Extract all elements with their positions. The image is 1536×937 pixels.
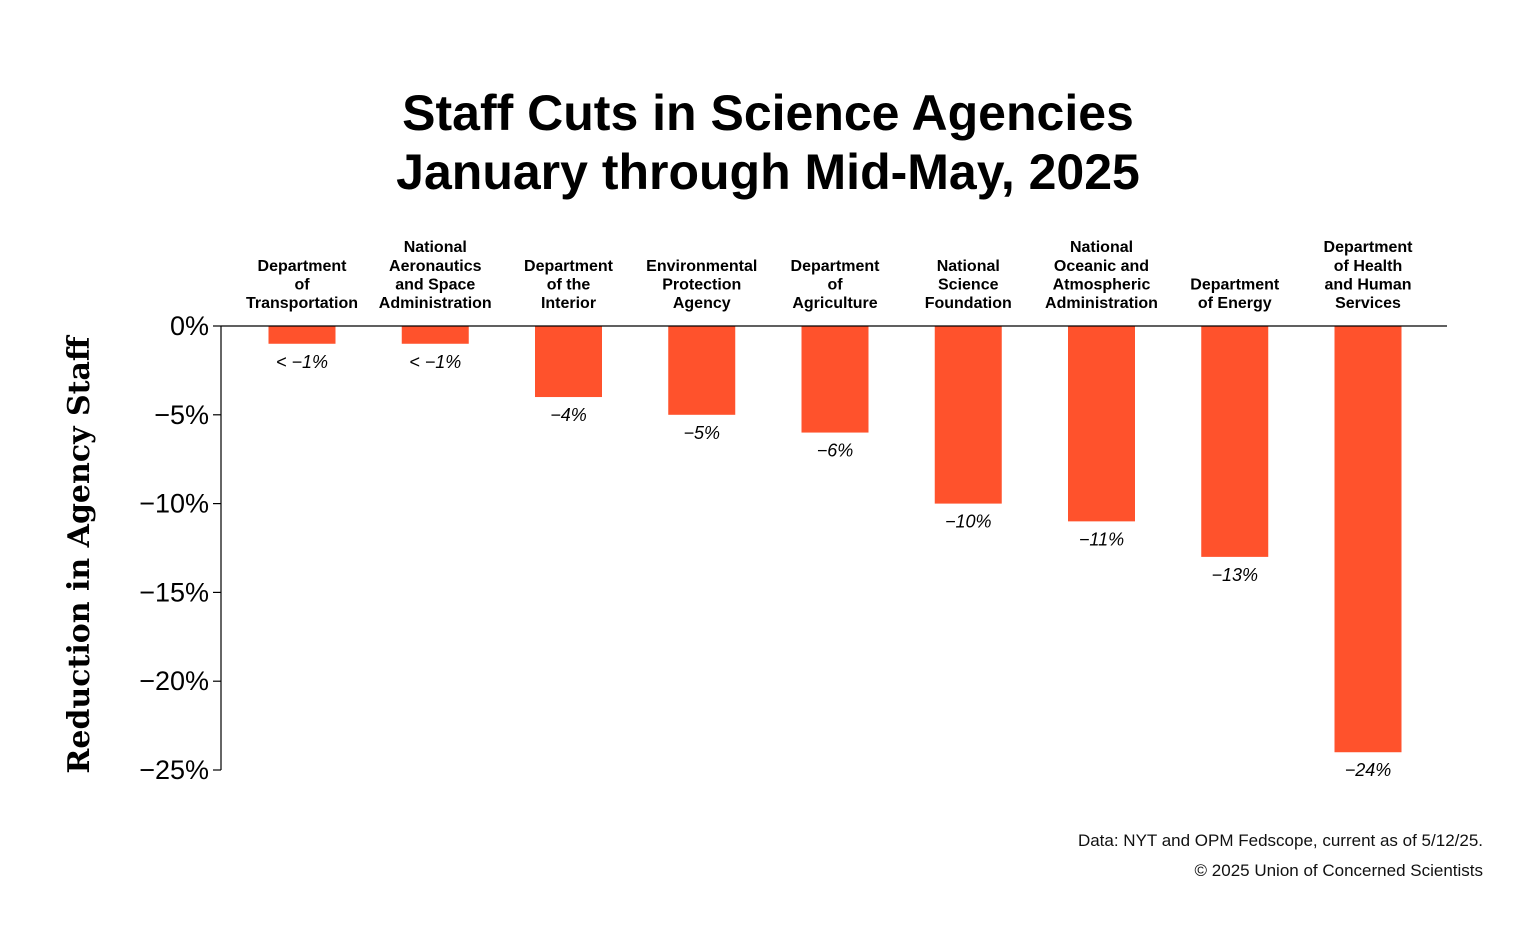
- category-label: Science: [938, 276, 999, 293]
- category-label: Interior: [541, 295, 596, 312]
- y-axis-title: Reduction in Agency Staff: [62, 334, 97, 774]
- category-label: Department: [1324, 239, 1414, 256]
- data-label: −13%: [1211, 565, 1258, 585]
- y-tick-label: −20%: [139, 666, 209, 696]
- data-label: −24%: [1345, 760, 1392, 780]
- category-label: Foundation: [925, 295, 1012, 312]
- category-label: and Human: [1324, 276, 1411, 293]
- category-label: of: [827, 276, 843, 293]
- category-label: of: [294, 276, 310, 293]
- data-label: < −1%: [409, 352, 461, 372]
- category-label: of the: [547, 276, 591, 293]
- category-label: Administration: [379, 295, 492, 312]
- data-label: −11%: [1079, 529, 1124, 549]
- category-label: National: [1070, 239, 1133, 256]
- category-label: and Space: [395, 276, 475, 293]
- bar: [934, 326, 1002, 504]
- bar: [535, 326, 602, 398]
- y-tick-label: −5%: [154, 400, 209, 430]
- y-tick-label: −25%: [139, 755, 209, 785]
- category-label: National: [937, 258, 1000, 275]
- category-label: Protection: [662, 276, 741, 293]
- category-label: Agriculture: [792, 295, 877, 312]
- chart-title-line-2: January through Mid-May, 2025: [396, 144, 1140, 200]
- data-source-note: Data: NYT and OPM Fedscope, current as o…: [1077, 831, 1483, 850]
- category-label: Department: [791, 258, 881, 275]
- category-label: of Energy: [1198, 295, 1272, 312]
- category-label: Department: [258, 258, 348, 275]
- data-label: −4%: [550, 405, 587, 425]
- bar: [1201, 326, 1269, 557]
- category-label: Oceanic and: [1054, 258, 1149, 275]
- category-label: Agency: [673, 295, 731, 312]
- y-tick-label: 0%: [170, 311, 209, 341]
- category-label: Environmental: [646, 258, 757, 275]
- copyright-note: © 2025 Union of Concerned Scientists: [1194, 861, 1483, 880]
- bar: [668, 326, 736, 415]
- bar: [1334, 326, 1402, 753]
- data-label: −6%: [817, 441, 854, 461]
- category-label: Aeronautics: [389, 258, 482, 275]
- y-tick-label: −15%: [139, 577, 209, 607]
- bar: [801, 326, 869, 433]
- category-label: Services: [1335, 295, 1401, 312]
- bar: [401, 326, 469, 344]
- category-label: Department: [524, 258, 614, 275]
- data-label: < −1%: [276, 352, 328, 372]
- data-label: −10%: [945, 512, 992, 532]
- category-label: National: [404, 239, 467, 256]
- category-label: of Health: [1334, 258, 1402, 275]
- category-label: Transportation: [246, 295, 358, 312]
- chart-title-line-1: Staff Cuts in Science Agencies: [402, 85, 1134, 141]
- chart-title: Staff Cuts in Science Agencies January t…: [0, 84, 1536, 202]
- data-label: −5%: [683, 423, 720, 443]
- category-label: Administration: [1045, 295, 1158, 312]
- category-label: Atmospheric: [1053, 276, 1151, 293]
- bar: [268, 326, 336, 344]
- y-tick-label: −10%: [139, 489, 209, 519]
- bar: [1068, 326, 1135, 522]
- category-label: Department: [1190, 276, 1280, 293]
